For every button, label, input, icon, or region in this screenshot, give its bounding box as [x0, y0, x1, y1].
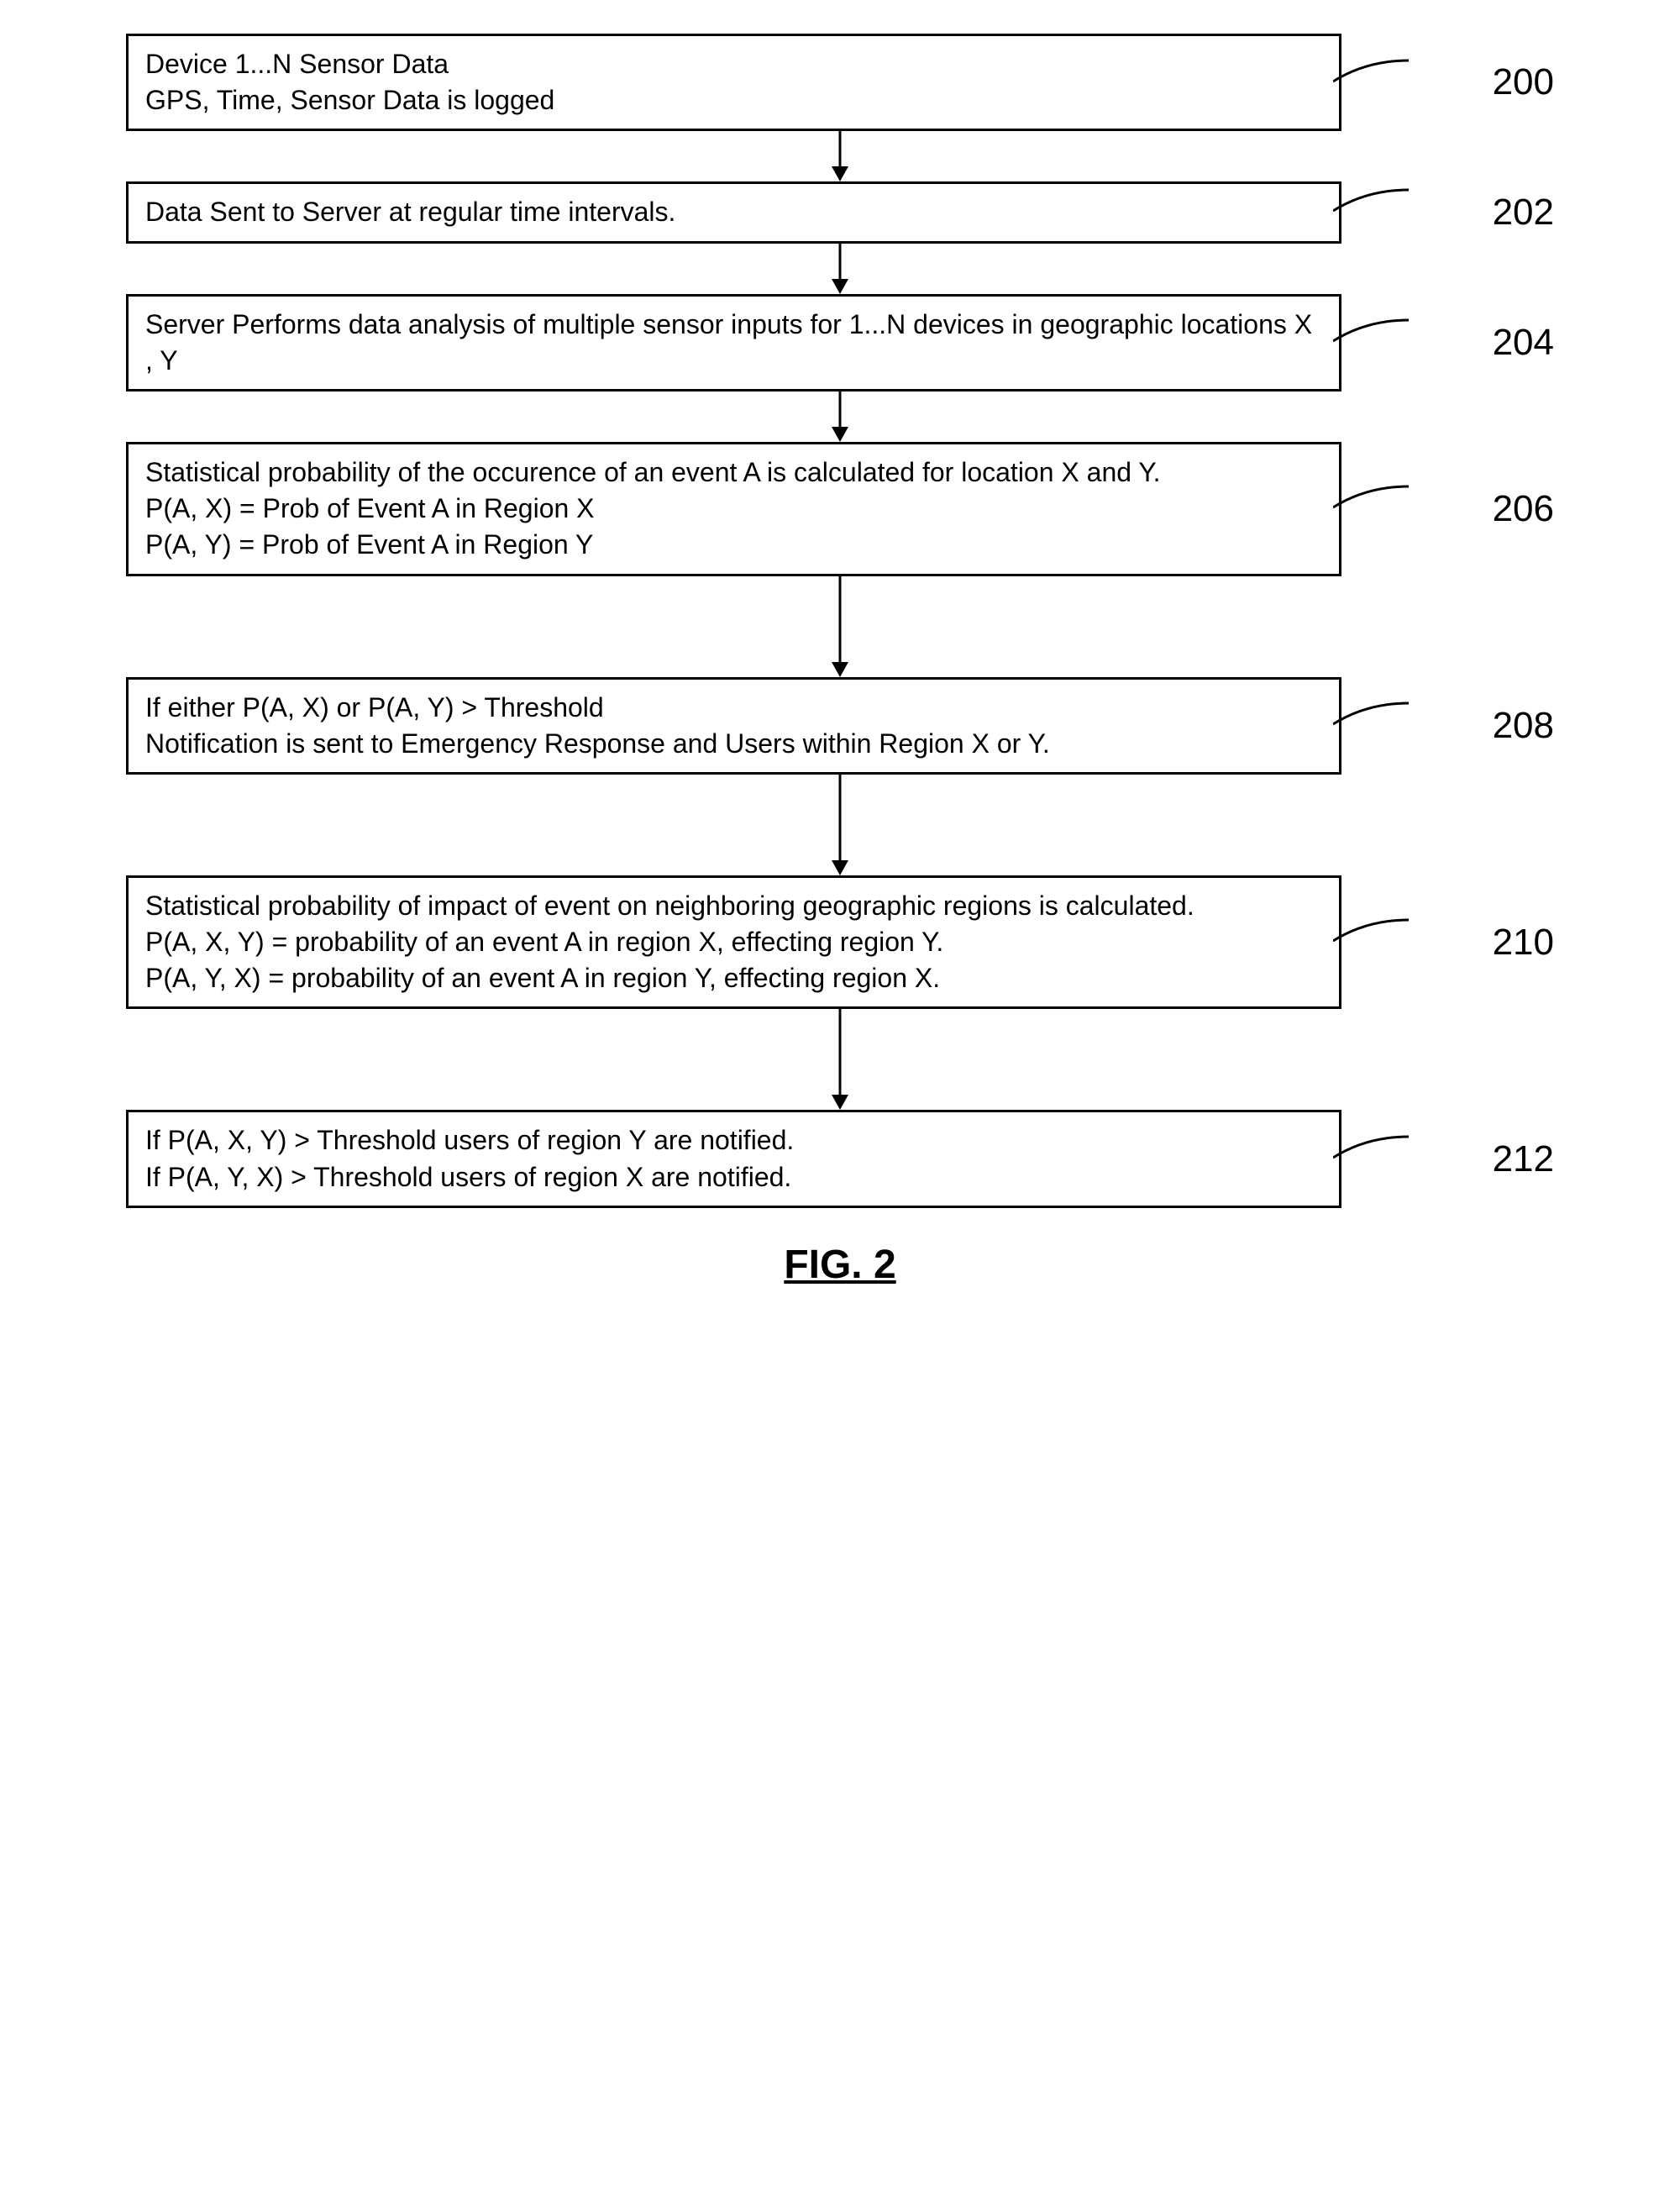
flow-step: Server Performs data analysis of multipl…	[126, 294, 1554, 391]
step-label: 202	[1493, 192, 1554, 234]
step-label: 212	[1493, 1138, 1554, 1180]
box-text: If P(A, Y, X) > Threshold users of regio…	[145, 1159, 1322, 1195]
box-text: If P(A, X, Y) > Threshold users of regio…	[145, 1122, 1322, 1159]
flow-box-206: Statistical probability of the occurence…	[126, 442, 1341, 576]
label-connector	[1341, 941, 1417, 943]
flow-box-208: If either P(A, X) or P(A, Y) > Threshold…	[126, 677, 1341, 775]
step-label: 206	[1493, 488, 1554, 530]
box-text: P(A, X, Y) = probability of an event A i…	[145, 924, 1322, 960]
flow-step: Data Sent to Server at regular time inte…	[126, 181, 1554, 243]
label-connector	[1341, 341, 1417, 344]
flow-step: If either P(A, X) or P(A, Y) > Threshold…	[126, 677, 1554, 775]
box-text: P(A, Y) = Prob of Event A in Region Y	[145, 527, 1322, 563]
box-text: GPS, Time, Sensor Data is logged	[145, 82, 1322, 118]
box-text: Server Performs data analysis of multipl…	[145, 307, 1322, 379]
flowchart-container: Device 1...N Sensor Data GPS, Time, Sens…	[126, 34, 1554, 1288]
flow-arrow	[126, 391, 1680, 442]
box-text: Notification is sent to Emergency Respon…	[145, 726, 1322, 762]
flow-step: If P(A, X, Y) > Threshold users of regio…	[126, 1110, 1554, 1207]
step-label: 210	[1493, 922, 1554, 964]
step-label: 200	[1493, 61, 1554, 103]
figure-caption: FIG. 2	[126, 1242, 1554, 1288]
box-text: P(A, X) = Prob of Event A in Region X	[145, 491, 1322, 527]
flow-step: Statistical probability of impact of eve…	[126, 875, 1554, 1010]
box-text: If either P(A, X) or P(A, Y) > Threshold	[145, 690, 1322, 726]
box-text: Device 1...N Sensor Data	[145, 46, 1322, 82]
flow-arrow	[126, 775, 1680, 875]
step-label: 208	[1493, 705, 1554, 747]
box-text: Statistical probability of impact of eve…	[145, 888, 1322, 924]
flow-box-210: Statistical probability of impact of eve…	[126, 875, 1341, 1010]
flow-arrow	[126, 576, 1680, 677]
flow-box-200: Device 1...N Sensor Data GPS, Time, Sens…	[126, 34, 1341, 131]
label-connector	[1341, 211, 1417, 213]
flow-step: Device 1...N Sensor Data GPS, Time, Sens…	[126, 34, 1554, 131]
label-connector	[1341, 507, 1417, 510]
flow-step: Statistical probability of the occurence…	[126, 442, 1554, 576]
flow-arrow	[126, 244, 1680, 294]
label-connector	[1341, 1158, 1417, 1160]
label-connector	[1341, 724, 1417, 727]
label-connector	[1341, 81, 1417, 84]
box-text: Statistical probability of the occurence…	[145, 454, 1322, 491]
box-text: Data Sent to Server at regular time inte…	[145, 194, 1322, 230]
step-label: 204	[1493, 322, 1554, 364]
box-text: P(A, Y, X) = probability of an event A i…	[145, 960, 1322, 996]
flow-arrow	[126, 131, 1680, 181]
flow-box-212: If P(A, X, Y) > Threshold users of regio…	[126, 1110, 1341, 1207]
flow-box-202: Data Sent to Server at regular time inte…	[126, 181, 1341, 243]
flow-arrow	[126, 1009, 1680, 1110]
flow-box-204: Server Performs data analysis of multipl…	[126, 294, 1341, 391]
